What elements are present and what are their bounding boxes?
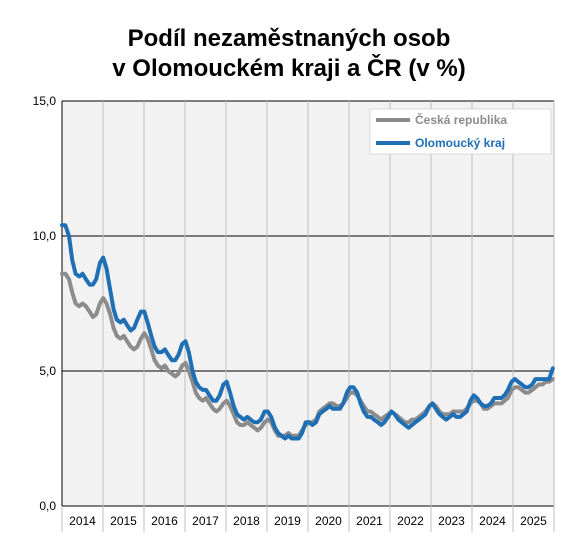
chart-title: Podíl nezaměstnaných osob v Olomouckém k… [0, 24, 578, 84]
series-line-olomoucky-kraj [60, 223, 555, 441]
x-tick-label-2024: 2024 [479, 514, 506, 528]
x-tick-label-2017: 2017 [192, 514, 219, 528]
legend: Česká republika Olomoucký kraj [369, 108, 552, 155]
series-lines [60, 223, 555, 441]
y-tick-label: 5,0 [39, 364, 56, 378]
y-axis-ticks: 0,0 5,0 10,0 15,0 [33, 94, 57, 513]
x-tick-label-2016: 2016 [151, 514, 178, 528]
x-tick-label-2025: 2025 [520, 514, 547, 528]
x-tick-label-2015: 2015 [110, 514, 137, 528]
x-tick-label-2022: 2022 [397, 514, 424, 528]
x-tick-label-2020: 2020 [315, 514, 342, 528]
legend-label-olomoucky-kraj: Olomoucký kraj [415, 136, 505, 150]
chart-title-line-1: Podíl nezaměstnaných osob [127, 25, 451, 52]
x-tick-label-2018: 2018 [233, 514, 260, 528]
x-tick-label-2021: 2021 [356, 514, 383, 528]
y-tick-label: 10,0 [33, 229, 57, 243]
chart-title-line-2: v Olomouckém kraji a ČR (v %) [112, 55, 466, 82]
y-tick-label: 0,0 [39, 499, 56, 513]
x-tick-label-2023: 2023 [438, 514, 465, 528]
legend-label-ceska-republika: Česká republika [415, 112, 507, 127]
x-tick-label-2014: 2014 [69, 514, 96, 528]
x-tick-label-2019: 2019 [274, 514, 301, 528]
y-tick-label: 15,0 [33, 94, 57, 108]
x-axis: 2014 2015 2016 2017 2018 2019 2020 2021 2022 2023… [61, 101, 555, 532]
legend-box [369, 108, 552, 155]
